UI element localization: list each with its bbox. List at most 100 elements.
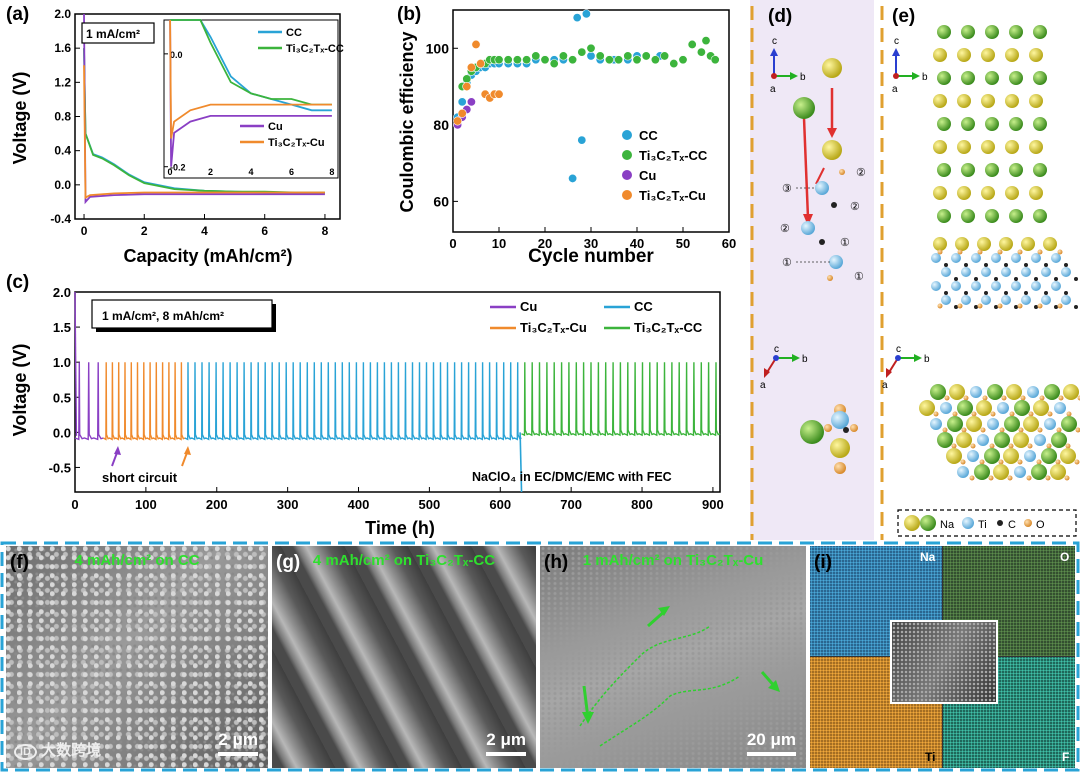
panel-h-label: (h) [544, 552, 569, 573]
o-atom [969, 475, 975, 481]
inset-series-line [169, 19, 332, 139]
na-atom [933, 237, 947, 251]
lattice-atom [937, 432, 953, 448]
na-atom [1033, 71, 1047, 85]
cc-failure-drop [519, 432, 523, 493]
ytick-c: 1.5 [53, 320, 71, 335]
eds-ti-map [810, 657, 942, 768]
data-point-b [710, 55, 720, 65]
inset-a [163, 19, 339, 179]
o-atom [971, 411, 977, 417]
svg-text:b: b [922, 72, 928, 83]
na-atom [1029, 186, 1043, 200]
series-line-a [83, 65, 325, 200]
na-atom [961, 117, 975, 131]
panel-b-label: (b) [397, 4, 421, 25]
data-point-b [623, 51, 633, 61]
series-line-c [74, 362, 104, 441]
o-atom [1036, 459, 1042, 465]
c-atom [1044, 291, 1048, 295]
eds-panel-i: (i) Na O Ti F [810, 546, 1075, 768]
svg-text:a: a [760, 380, 766, 391]
inset-ytick: 0.0 [170, 50, 183, 60]
c-atom [984, 263, 988, 267]
lattice-atom [1034, 434, 1046, 446]
svg-text:b: b [924, 354, 930, 365]
ti-atom [951, 253, 961, 263]
ytick-a: 1.6 [54, 41, 71, 55]
ytick-a: 0.0 [54, 178, 71, 192]
na-atom [1033, 209, 1047, 223]
na-atom [937, 163, 951, 177]
c-atom [1054, 305, 1058, 309]
lattice-atom [1050, 464, 1066, 480]
eds-o-map [943, 546, 1075, 656]
xlabel-a: Capacity (mAh/cm²) [123, 246, 292, 266]
sem-panel-g: (g) 4 mAh/cm² on Ti₃C₂Tₓ-CC 2 μm [272, 546, 536, 768]
c-atom [994, 305, 998, 309]
o-atom [957, 249, 963, 255]
lattice-atom [993, 464, 1009, 480]
data-point-b [687, 39, 697, 49]
na-atom [937, 25, 951, 39]
na-atom [957, 140, 971, 154]
ti-atom [991, 281, 1001, 291]
na-atom [937, 209, 951, 223]
lattice-atom [1031, 464, 1047, 480]
o-atom [1074, 459, 1080, 465]
o-atom [1075, 427, 1080, 433]
legend-label-b: Cu [639, 168, 656, 183]
sem-panel-h: (h) 1 mAh/cm² on Ti₃C₂Tₓ-Cu 20 μm [540, 546, 806, 768]
data-point-b [462, 74, 472, 84]
ytick-c: -0.5 [49, 460, 71, 475]
c-atom [1064, 291, 1068, 295]
crack-overlay [579, 606, 780, 747]
legend-a-cc: CC [286, 27, 302, 39]
lattice-atom [1014, 466, 1026, 478]
ytick-a: 0.8 [54, 110, 71, 124]
na-atom [977, 237, 991, 251]
legend-marker-b [622, 130, 632, 140]
sem-f-caption: 4 mAh/cm² on CC [74, 552, 200, 569]
axis-triad-d-top: c b a [770, 36, 806, 95]
o-atom [1039, 395, 1045, 401]
inset-series-line [169, 19, 332, 167]
sem-g-caption: 4 mAh/cm² on Ti₃C₂Tₓ-CC [312, 552, 496, 569]
lattice-atom [984, 448, 1000, 464]
data-point-b [586, 51, 596, 61]
panel-c-label: (c) [6, 272, 29, 293]
ti-atom [1001, 295, 1011, 305]
xtick-b: 0 [449, 236, 456, 251]
ytick-c: 0.5 [53, 390, 71, 405]
lattice-atom [946, 448, 962, 464]
ytick-b: 80 [433, 117, 449, 133]
o-atom [1077, 395, 1080, 401]
c-atom [1024, 291, 1028, 295]
svg-text:c: c [774, 344, 779, 355]
ti-atom [1031, 281, 1041, 291]
svg-text:③: ③ [782, 183, 792, 195]
lattice-atom [1006, 384, 1022, 400]
panel-a-label: (a) [6, 4, 29, 25]
na-atom [1033, 163, 1047, 177]
rate-text-a: 1 mA/cm² [86, 27, 140, 41]
o-atom [1064, 475, 1070, 481]
axis-triad-e-bottom: c b a [882, 344, 930, 391]
o-atom [1017, 249, 1023, 255]
lattice-atom [966, 416, 982, 432]
o-atom [1020, 395, 1026, 401]
lattice-atom [977, 434, 989, 446]
sem-frame [0, 541, 1080, 772]
xtick-b: 20 [538, 236, 552, 251]
ti-atom [971, 253, 981, 263]
eds-sem-inset [890, 620, 998, 704]
o-atom [933, 411, 939, 417]
svg-text:c: c [894, 36, 899, 47]
o-atom [957, 303, 963, 309]
o-atom [1066, 411, 1072, 417]
svg-text:①: ① [782, 257, 792, 269]
o-atom [970, 443, 976, 449]
ti-atom [1011, 281, 1021, 291]
svg-text:Ti: Ti [978, 519, 987, 531]
data-point-b [650, 55, 660, 65]
